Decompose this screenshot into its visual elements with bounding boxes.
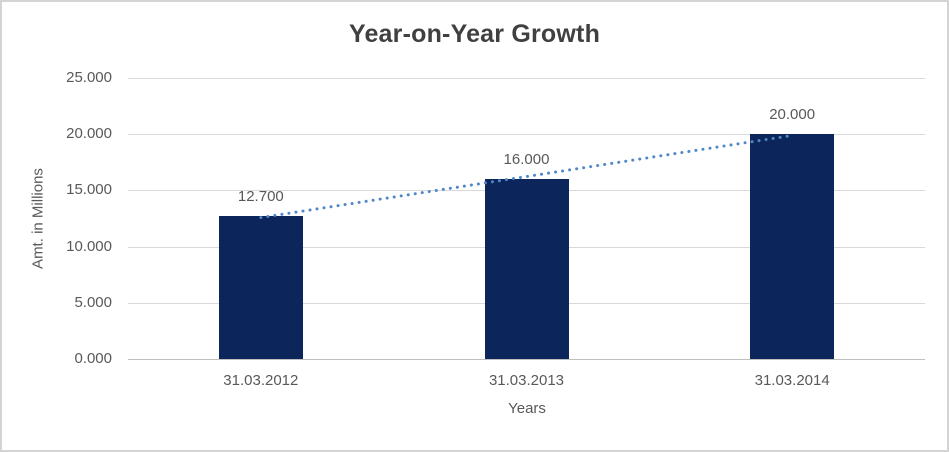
x-tick-label: 31.03.2014: [754, 372, 830, 389]
y-tick-label: 15.000: [66, 181, 112, 199]
y-tick-label: 20.000: [66, 125, 112, 143]
bar: [750, 134, 835, 359]
x-tick-label: 31.03.2012: [223, 372, 299, 389]
y-tick-label: 25.000: [66, 69, 112, 86]
y-axis-title: Amt. in Millions: [29, 168, 47, 269]
bar-data-label: 16.000: [503, 151, 550, 169]
gridline: [128, 78, 925, 79]
bar: [484, 179, 569, 359]
x-axis-line: [128, 359, 925, 360]
bar-data-label: 20.000: [769, 106, 816, 124]
bar-data-label: 12.700: [237, 188, 284, 206]
y-tick-label: 10.000: [66, 237, 112, 255]
x-tick-label: 31.03.2013: [488, 372, 565, 389]
bar: [218, 216, 303, 359]
y-tick-label: 0.000: [74, 350, 112, 367]
chart-title: Year-on-Year Growth: [348, 20, 601, 48]
x-axis-title: Years: [508, 400, 546, 417]
y-tick-label: 5.000: [74, 293, 112, 311]
